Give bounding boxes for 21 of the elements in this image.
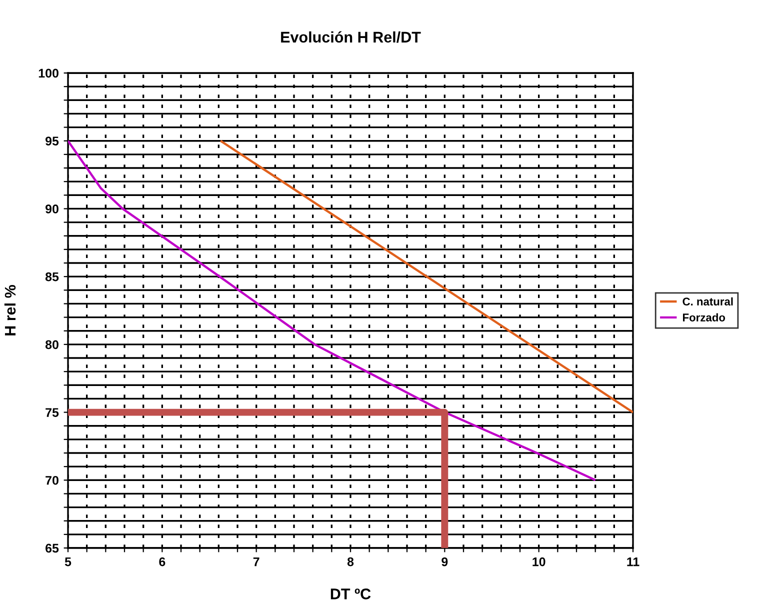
x-tick-label: 8 <box>347 557 354 566</box>
line-series <box>68 140 596 482</box>
x-axis-title: DT ºC <box>330 588 371 600</box>
y-axis-title: H rel % <box>4 285 16 336</box>
x-tick-label: 9 <box>442 557 448 566</box>
y-tick-label: 70 <box>46 476 58 485</box>
x-tick-label: 10 <box>532 557 546 566</box>
x-tick-label: 7 <box>253 557 260 566</box>
y-tick-label: 75 <box>46 408 59 417</box>
y-tick-label: 80 <box>45 340 58 350</box>
x-tick-label: 11 <box>627 557 640 566</box>
x-tick-label: 5 <box>64 557 72 566</box>
x-tick-label: 6 <box>159 557 166 566</box>
y-tick-label: 65 <box>46 544 59 553</box>
legend-label: C. natural <box>682 297 733 306</box>
y-tick-label: 85 <box>45 272 59 282</box>
y-tick-label: 90 <box>46 204 58 214</box>
y-tick-label: 100 <box>38 68 58 78</box>
y-tick-label: 95 <box>46 136 59 146</box>
legend-label: Forzado <box>683 313 726 322</box>
chart-title: Evolución H Rel/DT <box>281 31 421 43</box>
